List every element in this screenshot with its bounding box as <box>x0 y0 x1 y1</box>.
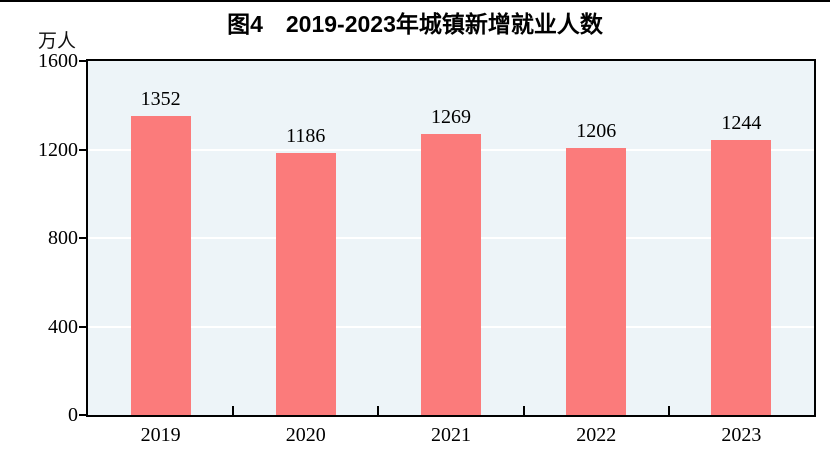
top-border-line <box>0 0 830 2</box>
bar-value-label-2022: 1206 <box>576 120 617 143</box>
y-tick-label-400: 400 <box>48 315 78 338</box>
x-tick-mark-2 <box>377 406 380 415</box>
y-tick-label-1200: 1200 <box>38 138 78 161</box>
bar-value-label-2019: 1352 <box>140 87 181 110</box>
y-tick-mark-0 <box>79 414 87 416</box>
x-tick-label-2023: 2023 <box>721 424 762 446</box>
bar-2019 <box>130 115 191 415</box>
chart-title: 图4 2019-2023年城镇新增就业人数 <box>227 11 603 37</box>
y-tick-label-1600: 1600 <box>38 50 78 72</box>
y-tick-mark-400 <box>79 325 87 328</box>
y-tick-mark-800 <box>79 237 87 239</box>
plot-area <box>88 61 814 415</box>
bar-2022 <box>566 148 627 415</box>
y-tick-mark-1600 <box>79 60 87 62</box>
y-tick-label-800: 800 <box>48 227 78 249</box>
y-tick-mark-1200 <box>79 148 87 151</box>
bar-2021 <box>421 134 481 415</box>
y-tick-label-0: 0 <box>68 404 78 426</box>
x-tick-label-2022: 2022 <box>576 424 617 446</box>
x-tick-mark-3 <box>522 406 525 415</box>
x-tick-label-2020: 2020 <box>285 424 326 446</box>
bar-value-label-2020: 1186 <box>286 124 326 147</box>
bar-value-label-2021: 1269 <box>431 106 471 129</box>
y-axis-unit-label: 万人 <box>37 31 76 52</box>
x-tick-label-2021: 2021 <box>431 424 471 446</box>
bar-value-label-2023: 1244 <box>721 111 762 134</box>
x-tick-mark-4 <box>667 406 670 415</box>
x-tick-mark-1 <box>232 406 235 415</box>
bar-2023 <box>711 139 772 415</box>
x-tick-label-2019: 2019 <box>140 424 181 446</box>
bar-2020 <box>275 152 336 415</box>
